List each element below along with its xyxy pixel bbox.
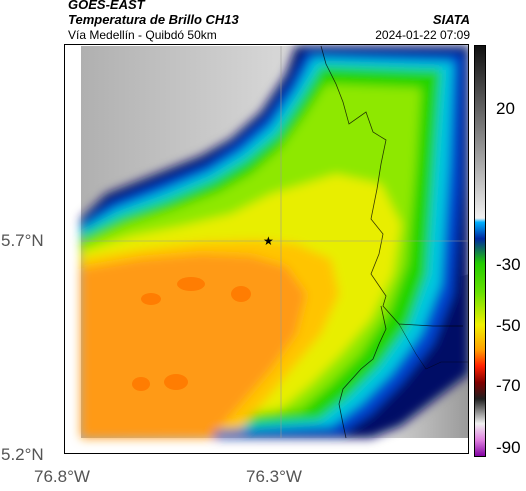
datetime-label: 2024-01-22 07:09 — [375, 28, 470, 42]
colorbar — [474, 45, 486, 457]
border-line — [320, 45, 463, 327]
lat-label-5-7: 5.7°N — [1, 231, 44, 250]
agency-label: SIATA — [432, 12, 470, 27]
colorbar-tick-minus90: -90 — [496, 438, 521, 457]
satellite-title: GOES-EAST — [68, 0, 145, 12]
colorbar-tick-minus50: -50 — [496, 316, 521, 335]
colorbar-tick-20: 20 — [496, 99, 515, 118]
star-icon: ★ — [263, 234, 274, 248]
colorbar-tick-minus70: -70 — [496, 376, 521, 395]
department-border — [338, 305, 387, 439]
region-subtitle: Vía Medellín - Quibdó 50km — [68, 28, 217, 42]
lat-label-5-2: 5.2°N — [1, 445, 44, 464]
colorbar-tick-minus30: -30 — [496, 255, 521, 274]
lon-label-76-8: 76.8°W — [34, 467, 90, 486]
map-frame — [64, 44, 469, 454]
lon-label-76-3: 76.3°W — [246, 467, 302, 486]
product-title: Temperatura de Brillo CH13 — [68, 12, 239, 27]
brightness-temperature-map: ★ — [64, 44, 469, 454]
